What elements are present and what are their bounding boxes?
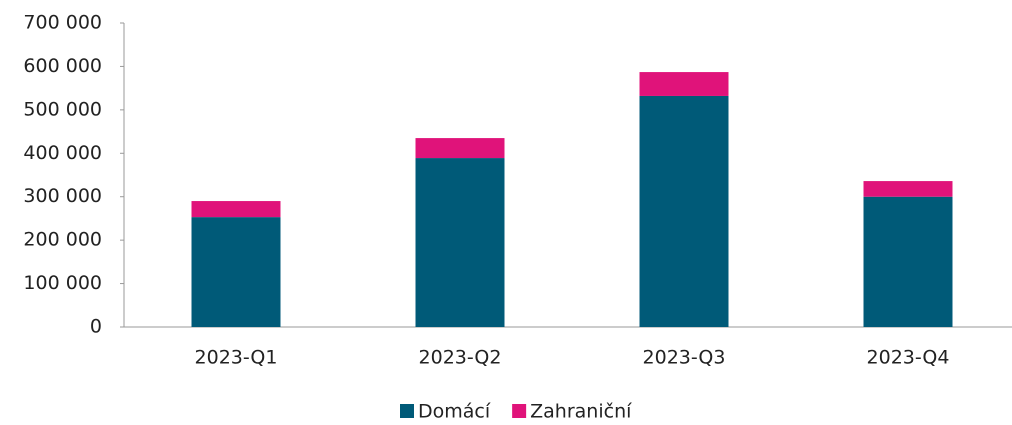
x-tick-label: 2023-Q1 (195, 347, 278, 369)
y-tick-label: 0 (90, 316, 102, 338)
x-tick-label: 2023-Q4 (867, 347, 950, 369)
bar-segment (863, 196, 953, 327)
legend-swatch (512, 404, 527, 418)
bar-segment (415, 138, 505, 159)
legend-label: Zahraniční (530, 401, 632, 423)
x-tick-label: 2023-Q3 (643, 347, 726, 369)
legend-swatch (400, 404, 414, 418)
bar-segment (191, 201, 281, 218)
y-tick-label: 200 000 (23, 229, 102, 251)
x-tick-label: 2023-Q2 (419, 347, 502, 369)
bar-segment (415, 158, 505, 327)
y-tick-label: 300 000 (23, 185, 102, 207)
bar-segment (639, 95, 729, 328)
bar-segment (639, 72, 729, 96)
y-tick-label: 700 000 (23, 12, 102, 34)
bar-segment (191, 217, 281, 327)
legend-label: Domácí (418, 401, 491, 423)
y-tick-label: 500 000 (23, 98, 102, 120)
bar-segment (863, 181, 953, 197)
y-tick-label: 400 000 (23, 142, 102, 164)
y-tick-label: 100 000 (23, 272, 102, 294)
y-tick-label: 600 000 (23, 55, 102, 77)
